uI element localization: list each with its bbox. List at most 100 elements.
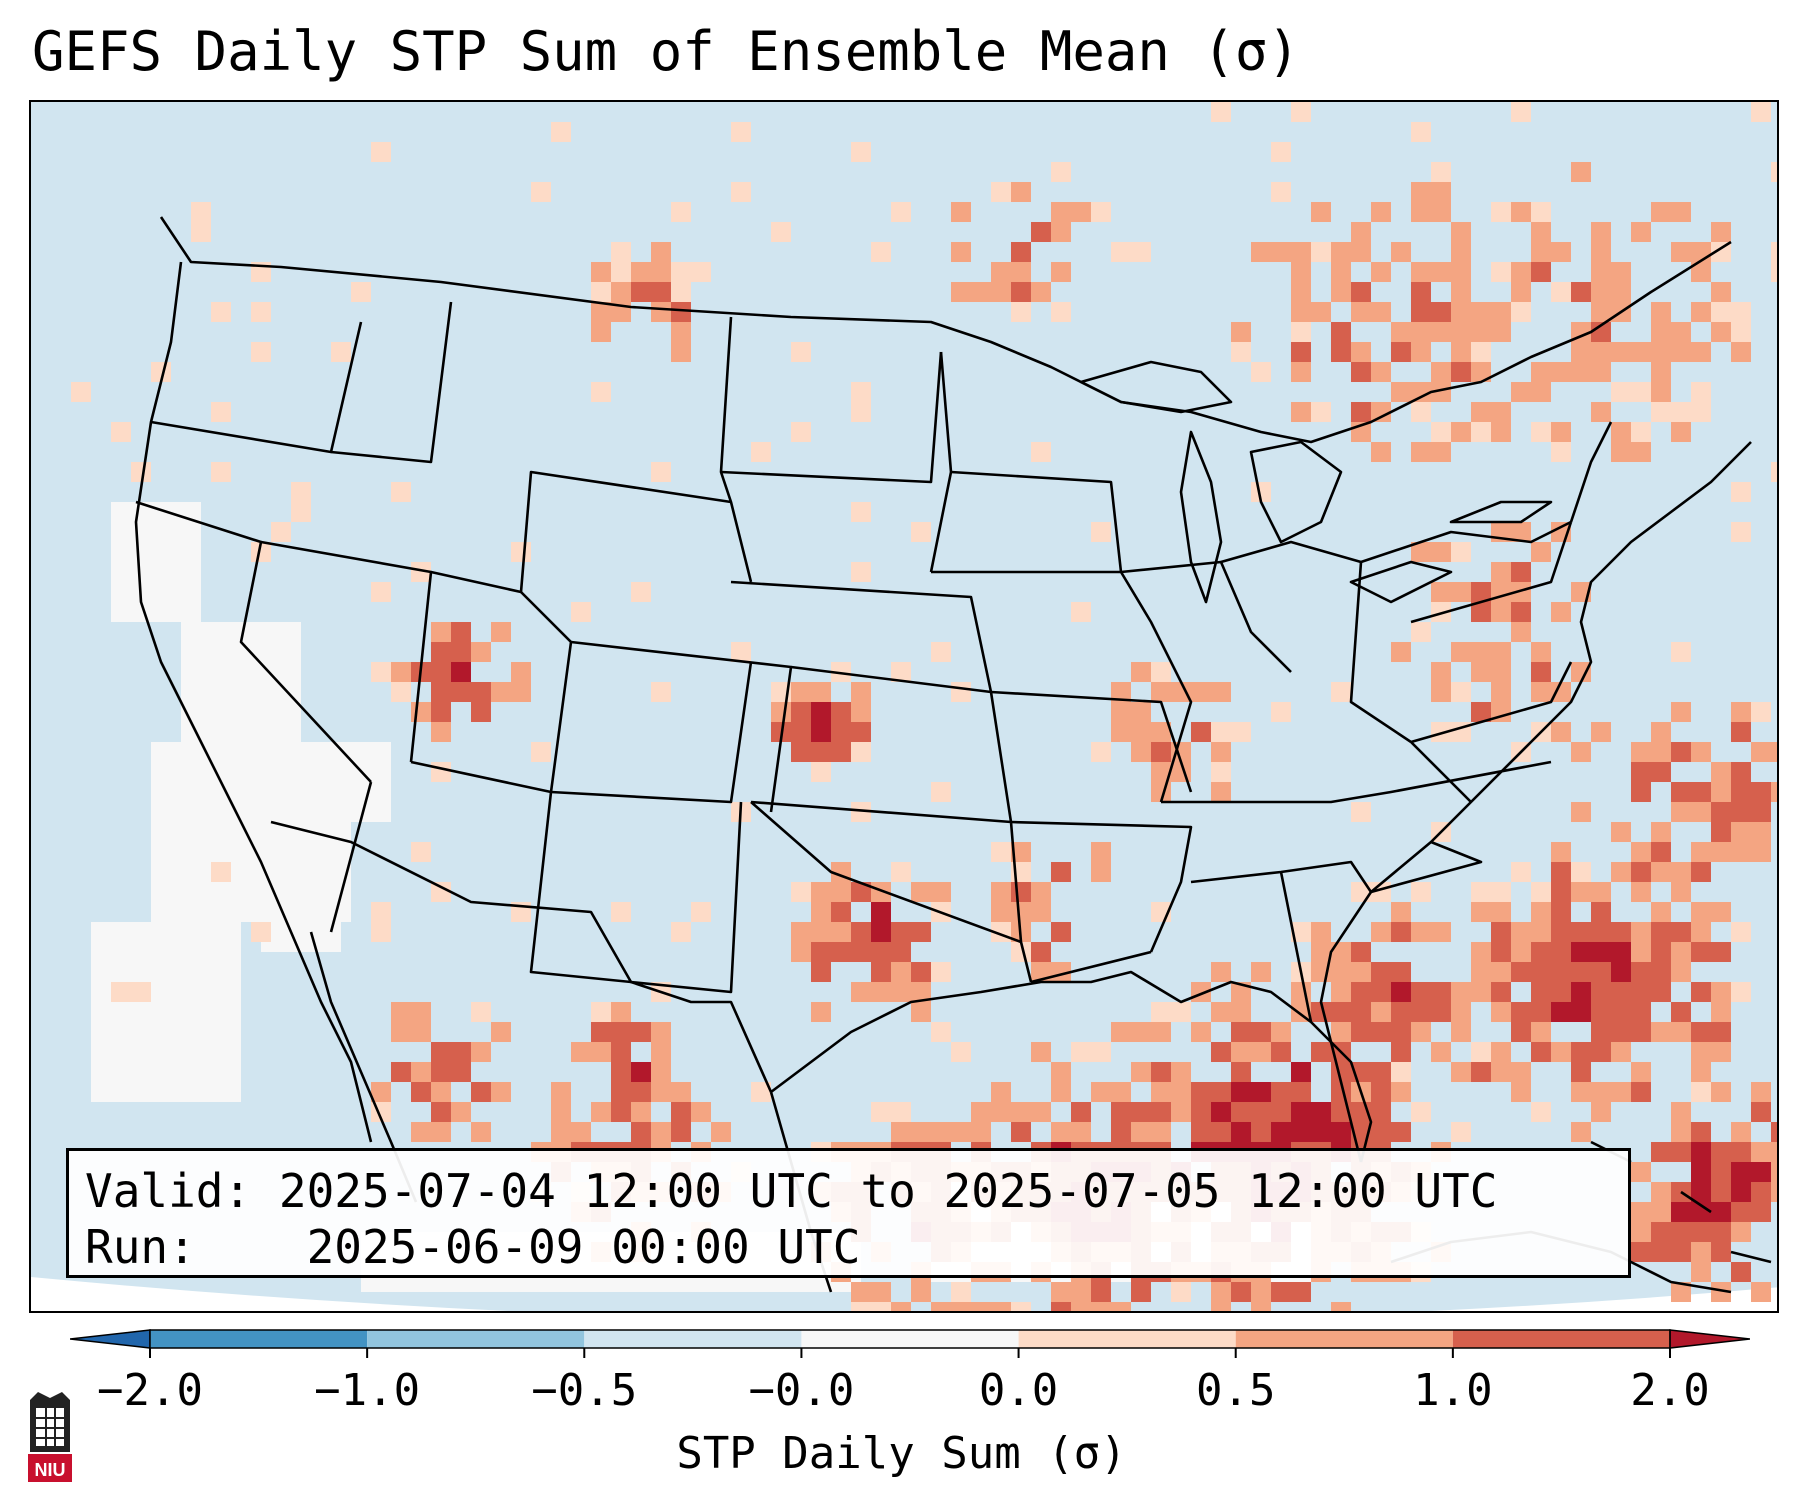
anomaly-cell — [651, 1042, 671, 1062]
anomaly-cell — [1491, 1002, 1511, 1022]
anomaly-cell — [1471, 342, 1491, 362]
anomaly-cell — [1131, 722, 1151, 742]
anomaly-cell — [811, 762, 831, 782]
anomaly-cell — [1011, 282, 1031, 302]
anomaly-cell — [551, 1102, 571, 1122]
anomaly-cell — [1631, 422, 1651, 442]
anomaly-cell — [1211, 1042, 1231, 1062]
anomaly-cell — [811, 742, 831, 762]
anomaly-cell — [671, 302, 691, 322]
anomaly-cell — [851, 1282, 871, 1302]
anomaly-cell — [1731, 722, 1751, 742]
anomaly-cell — [1291, 282, 1311, 302]
anomaly-cell — [431, 682, 451, 702]
anomaly-cell — [1651, 1202, 1671, 1222]
anomaly-cell — [1511, 382, 1531, 402]
anomaly-cell — [1571, 1062, 1591, 1082]
anomaly-cell — [1691, 942, 1711, 962]
anomaly-cell — [911, 1122, 931, 1142]
anomaly-cell — [431, 662, 451, 682]
anomaly-cell — [1231, 1002, 1251, 1022]
anomaly-cell — [1491, 982, 1511, 1002]
anomaly-cell — [111, 422, 131, 442]
anomaly-cell — [1671, 922, 1691, 942]
anomaly-cell — [1731, 982, 1751, 1002]
anomaly-cell — [1671, 342, 1691, 362]
anomaly-cell — [1151, 1002, 1171, 1022]
anomaly-cell — [1611, 822, 1631, 842]
anomaly-cell — [1591, 322, 1611, 342]
anomaly-cell — [651, 1022, 671, 1042]
anomaly-cell — [1511, 282, 1531, 302]
anomaly-cell — [1331, 1002, 1351, 1022]
anomaly-cell — [1591, 342, 1611, 362]
anomaly-cell — [1011, 1302, 1031, 1311]
anomaly-cell — [1251, 242, 1271, 262]
anomaly-cell — [811, 702, 831, 722]
anomaly-cell — [1671, 1242, 1691, 1262]
anomaly-cell — [931, 962, 951, 982]
anomaly-cell — [1751, 822, 1771, 842]
anomaly-cell — [391, 682, 411, 702]
anomaly-cell — [1211, 962, 1231, 982]
anomaly-cell — [1671, 1002, 1691, 1022]
anomaly-cell — [1551, 282, 1571, 302]
anomaly-cell — [1491, 422, 1511, 442]
anomaly-cell — [1291, 302, 1311, 322]
colorbar-tick-label: 0.0 — [978, 1365, 1059, 1416]
anomaly-cell — [451, 642, 471, 662]
anomaly-cell — [1571, 362, 1591, 382]
anomaly-cell — [1071, 1042, 1091, 1062]
anomaly-cell — [211, 402, 231, 422]
anomaly-cell — [1731, 922, 1751, 942]
anomaly-cell — [1611, 442, 1631, 462]
stp-map — [31, 102, 1777, 1311]
anomaly-cell — [431, 1042, 451, 1062]
anomaly-cell — [1731, 342, 1751, 362]
anomaly-cell — [1731, 762, 1751, 782]
anomaly-cell — [911, 1002, 931, 1022]
anomaly-cell — [871, 242, 891, 262]
anomaly-cell — [791, 682, 811, 702]
anomaly-cell — [1571, 662, 1591, 682]
anomaly-cell — [1111, 1302, 1131, 1311]
anomaly-cell — [1031, 1102, 1051, 1122]
anomaly-cell — [1231, 722, 1251, 742]
anomaly-cell — [1451, 1122, 1471, 1142]
anomaly-cell — [1611, 422, 1631, 442]
anomaly-cell — [1331, 982, 1351, 1002]
anomaly-cell — [1291, 1282, 1311, 1302]
anomaly-cell — [1311, 202, 1331, 222]
anomaly-cell — [1691, 1062, 1711, 1082]
anomaly-cell — [1651, 722, 1671, 742]
anomaly-cell — [1411, 182, 1431, 202]
anomaly-cell — [1671, 1282, 1691, 1302]
anomaly-cell — [1211, 722, 1231, 742]
anomaly-cell — [1591, 1042, 1611, 1062]
anomaly-cell — [1471, 422, 1491, 442]
anomaly-cell — [1651, 1222, 1671, 1242]
anomaly-cell — [651, 1082, 671, 1102]
anomaly-cell — [451, 1062, 471, 1082]
anomaly-cell — [1571, 342, 1591, 362]
anomaly-cell — [1411, 382, 1431, 402]
colorbar-tick-label: 1.0 — [1413, 1365, 1493, 1416]
anomaly-cell — [1671, 1202, 1691, 1222]
anomaly-cell — [1591, 222, 1611, 242]
anomaly-cell — [1451, 982, 1471, 1002]
anomaly-cell — [1591, 902, 1611, 922]
anomaly-cell — [1531, 882, 1551, 902]
anomaly-cell — [951, 242, 971, 262]
anomaly-cell — [971, 1102, 991, 1122]
anomaly-cell — [1751, 1082, 1771, 1102]
anomaly-cell — [391, 1002, 411, 1022]
anomaly-cell — [1551, 682, 1571, 702]
anomaly-cell — [1111, 242, 1131, 262]
anomaly-cell — [1731, 822, 1751, 842]
anomaly-cell — [851, 142, 871, 162]
colorbar-bin — [584, 1330, 802, 1348]
anomaly-cell — [1271, 702, 1291, 722]
anomaly-cell — [1651, 982, 1671, 1002]
anomaly-cell — [911, 982, 931, 1002]
anomaly-cell — [1431, 362, 1451, 382]
